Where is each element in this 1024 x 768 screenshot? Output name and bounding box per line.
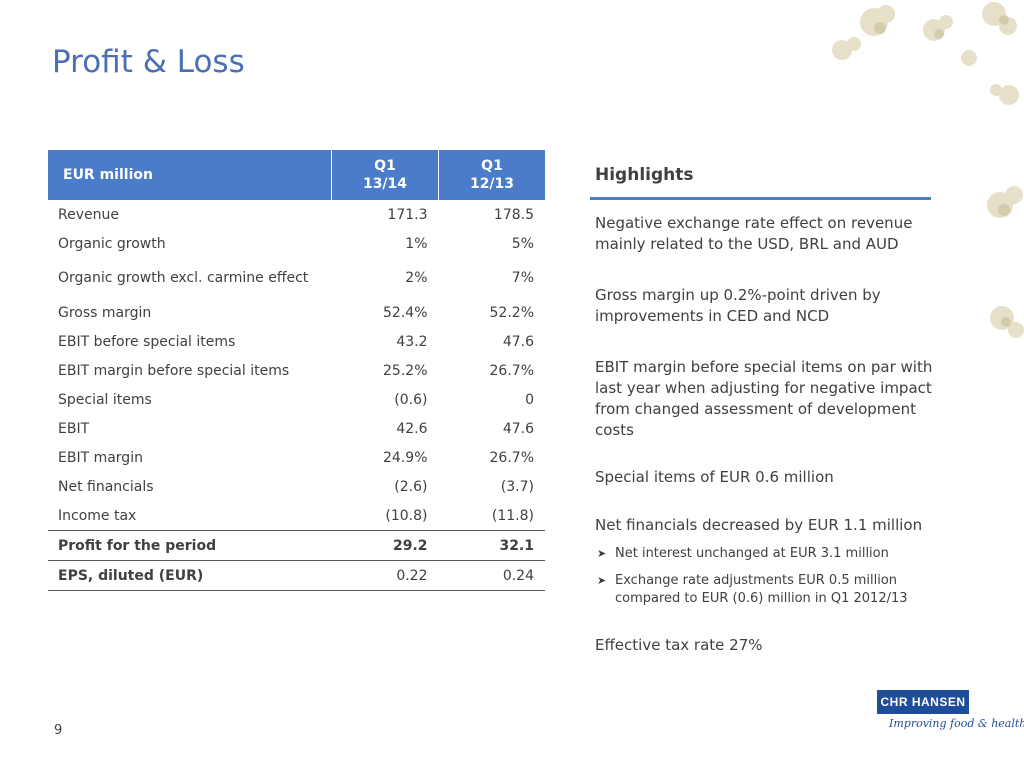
bullet-net-interest: ➤ Net interest unchanged at EUR 3.1 mill… [597, 546, 889, 561]
row-value-q1-12-13: 52.2% [489, 304, 534, 321]
table-row: Revenue 171.3 178.5 [48, 200, 545, 229]
row-value-q1-13-14: 52.4% [383, 304, 428, 321]
row-label: Income tax [58, 507, 137, 524]
highlight-ebit-margin: EBIT margin before special items on par … [595, 358, 933, 439]
row-label: Revenue [58, 206, 119, 223]
header-eur-million: EUR million [48, 150, 332, 200]
highlight-net-financials: Net financials decreased by EUR 1.1 mill… [595, 516, 923, 534]
row-value-q1-12-13: (11.8) [491, 507, 534, 524]
page-number: 9 [54, 723, 63, 738]
table-row: EBIT margin before special items 25.2% 2… [48, 356, 545, 385]
highlight-tax-rate: Effective tax rate 27% [595, 636, 763, 654]
row-label: EBIT [58, 420, 90, 437]
row-value-q1-12-13: 7% [511, 270, 534, 286]
highlights-title: Highlights [595, 165, 694, 185]
row-label: Organic growth [58, 235, 166, 252]
row-value-q1-13-14: 29.2 [331, 530, 439, 561]
row-value-q1-13-14: 0.22 [331, 560, 439, 591]
row-label: EPS, diluted (EUR) [48, 560, 332, 591]
row-label: Gross margin [58, 304, 152, 321]
row-value-q1-13-14: (2.6) [394, 478, 428, 495]
logo-tagline: Improving food & health [889, 717, 1024, 730]
row-value-q1-13-14: (0.6) [394, 391, 428, 408]
table-row: Gross margin 52.4% 52.2% [48, 298, 545, 327]
row-label: Net financials [58, 478, 154, 495]
table-row: EBIT 42.6 47.6 [48, 414, 545, 443]
table-row-eps: EPS, diluted (EUR) 0.22 0.24 [48, 560, 545, 591]
header-q1-12-13: Q1 12/13 [438, 150, 545, 200]
row-value-q1-13-14: 171.3 [387, 206, 428, 223]
row-label: Profit for the period [48, 530, 332, 561]
row-label: Special items [58, 391, 152, 408]
profit-loss-table: EUR million Q1 13/14 Q1 12/13 Revenue 17… [48, 150, 545, 591]
row-value-q1-12-13: 178.5 [493, 206, 534, 223]
table-row: Income tax (10.8) (11.8) [48, 501, 545, 531]
table-row: Special items (0.6) 0 [48, 385, 545, 414]
table-row: EBIT before special items 43.2 47.6 [48, 327, 545, 356]
culture-particles-decoration [832, 2, 1024, 338]
row-value-q1-12-13: 47.6 [502, 333, 534, 350]
logo-wordmark: CHR HANSEN [877, 690, 969, 714]
row-value-q1-13-14: 1% [405, 235, 428, 252]
table-row: EBIT margin 24.9% 26.7% [48, 443, 545, 472]
row-label: EBIT margin before special items [58, 362, 290, 379]
row-value-q1-12-13: 0 [525, 391, 534, 408]
row-value-q1-13-14: 43.2 [396, 333, 428, 350]
row-value-q1-12-13: 32.1 [438, 530, 545, 561]
row-value-q1-12-13: 26.7% [489, 362, 534, 379]
row-value-q1-12-13: 5% [511, 235, 534, 252]
highlight-exchange-rate: Negative exchange rate effect on revenue… [595, 214, 913, 253]
chr-hansen-logo: CHR HANSEN Improving food & health [877, 690, 1024, 740]
row-value-q1-13-14: (10.8) [385, 507, 428, 524]
highlight-gross-margin: Gross margin up 0.2%-point driven by imp… [595, 286, 881, 325]
table-row: Net financials (2.6) (3.7) [48, 472, 545, 501]
arrow-bullet-icon: ➤ [597, 547, 607, 560]
row-label: EBIT before special items [58, 333, 236, 350]
row-value-q1-13-14: 42.6 [396, 420, 428, 437]
highlights-divider [590, 197, 931, 200]
row-value-q1-12-13: (3.7) [500, 478, 534, 495]
table-row: Organic growth excl. carmine effect 2% 7… [48, 258, 545, 298]
row-value-q1-13-14: 24.9% [383, 449, 428, 466]
header-q1-13-14: Q1 13/14 [331, 150, 439, 200]
slide-title: Profit & Loss [52, 44, 245, 80]
row-value-q1-13-14: 25.2% [383, 362, 428, 379]
table-row: Organic growth 1% 5% [48, 229, 545, 258]
row-label: Organic growth excl. carmine effect [58, 270, 309, 286]
row-value-q1-12-13: 26.7% [489, 449, 534, 466]
bullet-exchange-adjustments: ➤ Exchange rate adjustments EUR 0.5 mill… [597, 573, 908, 606]
row-value-q1-12-13: 0.24 [438, 560, 545, 591]
table-row-profit: Profit for the period 29.2 32.1 [48, 530, 545, 561]
row-label: EBIT margin [58, 449, 143, 466]
arrow-bullet-icon: ➤ [597, 574, 607, 587]
row-value-q1-12-13: 47.6 [502, 420, 534, 437]
highlight-special-items: Special items of EUR 0.6 million [595, 468, 834, 486]
table-header-row: EUR million Q1 13/14 Q1 12/13 [48, 150, 545, 200]
row-value-q1-13-14: 2% [405, 270, 428, 286]
